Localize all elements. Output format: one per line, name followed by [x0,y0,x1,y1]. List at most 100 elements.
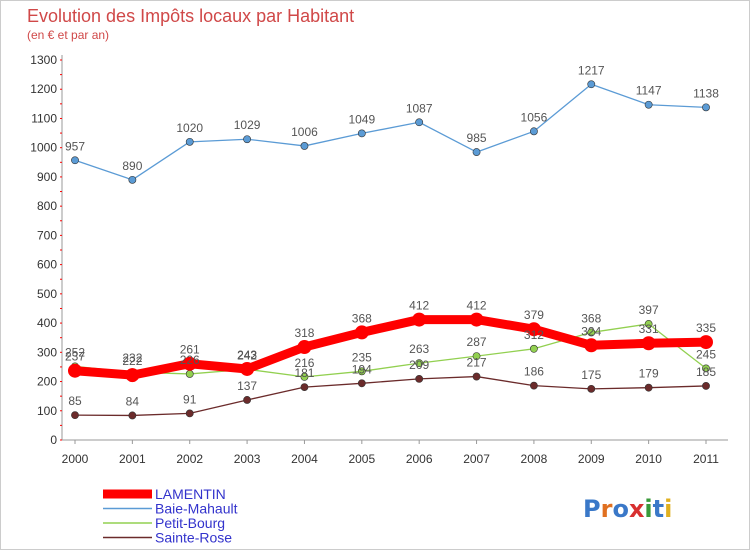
x-tick-label: 2001 [119,452,146,466]
data-point [300,142,309,150]
y-tick-label: 1100 [31,111,57,125]
data-point [71,411,79,420]
legend-item: Baie-Mahault [103,501,238,517]
data-point [472,372,481,381]
data-point [587,80,596,89]
y-tick-label: 800 [37,199,57,213]
data-point [472,148,481,156]
data-point [357,129,366,138]
series-line [74,323,707,378]
data-label: 368 [581,311,601,325]
y-tick-label: 400 [37,316,57,330]
data-point [644,383,653,392]
data-label: 287 [467,335,487,349]
y-tick-label: 900 [37,170,57,184]
chart-subtitle: (en € et par an) [27,28,109,42]
data-label: 91 [183,392,197,406]
data-label: 222 [122,354,142,368]
series-line [74,375,707,417]
data-point [125,368,140,383]
data-label: 318 [294,326,314,340]
data-label: 245 [696,347,716,361]
axes: 0 100 200 300 400 500 600 700 800 900 1000 1100 1200… [30,53,728,466]
data-point [415,359,424,368]
x-tick-label: 2011 [693,452,719,466]
data-label: 412 [467,299,487,313]
data-label: 85 [68,394,82,408]
y-tick-label: 600 [37,258,57,272]
data-label: 209 [409,358,429,372]
data-point [587,384,596,393]
data-point [587,328,596,337]
data-label: 175 [581,368,601,382]
data-label: 312 [524,328,544,342]
data-point [128,411,137,420]
data-label: 242 [237,348,257,362]
data-point [185,137,194,146]
data-point [530,381,538,390]
data-point [469,312,484,327]
data-label: 261 [180,343,200,357]
data-point [357,379,366,388]
logo-letter: x [629,495,645,523]
data-label: 324 [581,324,601,338]
series-line [70,315,711,380]
legend: LAMENTINBaie-MahaultPetit-BourgSainte-Ro… [103,486,238,546]
series-petit-bourg [71,320,710,381]
series-lamentin [68,312,713,383]
data-point [644,100,653,109]
logo-letter: P [583,495,601,523]
data-label: 985 [467,131,487,145]
x-tick-label: 2009 [578,452,605,466]
proxiti-logo: Proxiti [583,495,672,523]
data-point [530,127,538,136]
data-label: 243 [237,348,257,362]
data-point [415,118,424,127]
data-label: 957 [65,139,85,153]
y-tick-label: 1000 [30,141,57,155]
y-tick-label: 100 [37,404,57,418]
data-point [71,156,79,165]
x-tick-label: 2004 [291,452,318,466]
data-point [526,322,541,337]
data-point [185,409,194,418]
data-label: 1087 [406,101,433,115]
legend-item: Petit-Bourg [103,515,225,531]
data-label: 1020 [176,121,203,135]
data-label: 331 [639,322,659,336]
logo-wordmark: Proxiti [583,495,672,523]
data-point [354,325,369,340]
logo-letter: o [612,495,629,523]
data-label: 1147 [636,84,662,98]
y-tick-label: 500 [37,287,57,301]
data-label: 217 [467,356,487,370]
data-label: 235 [352,350,372,364]
data-point [185,370,194,378]
data-point [297,340,312,355]
data-label: 1056 [521,110,548,124]
data-point [699,335,713,350]
x-tick-label: 2010 [635,452,662,466]
x-tick-label: 2000 [62,452,89,466]
data-label: 186 [524,365,544,379]
data-label: 194 [352,362,372,376]
data-label: 379 [524,308,544,322]
data-label: 397 [639,303,659,317]
data-point [243,396,251,404]
data-label: 179 [639,367,659,381]
x-tick-label: 2002 [176,452,203,466]
data-label: 232 [122,351,142,365]
logo-letter: t [653,495,664,523]
data-label: 252 [65,345,85,359]
data-point [702,103,710,112]
legend-label: LAMENTIN [155,486,226,502]
data-point [584,338,599,353]
x-tick-label: 2006 [406,452,433,466]
data-point [412,312,427,327]
data-point [300,372,309,381]
x-tick-label: 2007 [463,452,490,466]
data-label: 1217 [578,63,605,77]
series-line [74,83,707,181]
